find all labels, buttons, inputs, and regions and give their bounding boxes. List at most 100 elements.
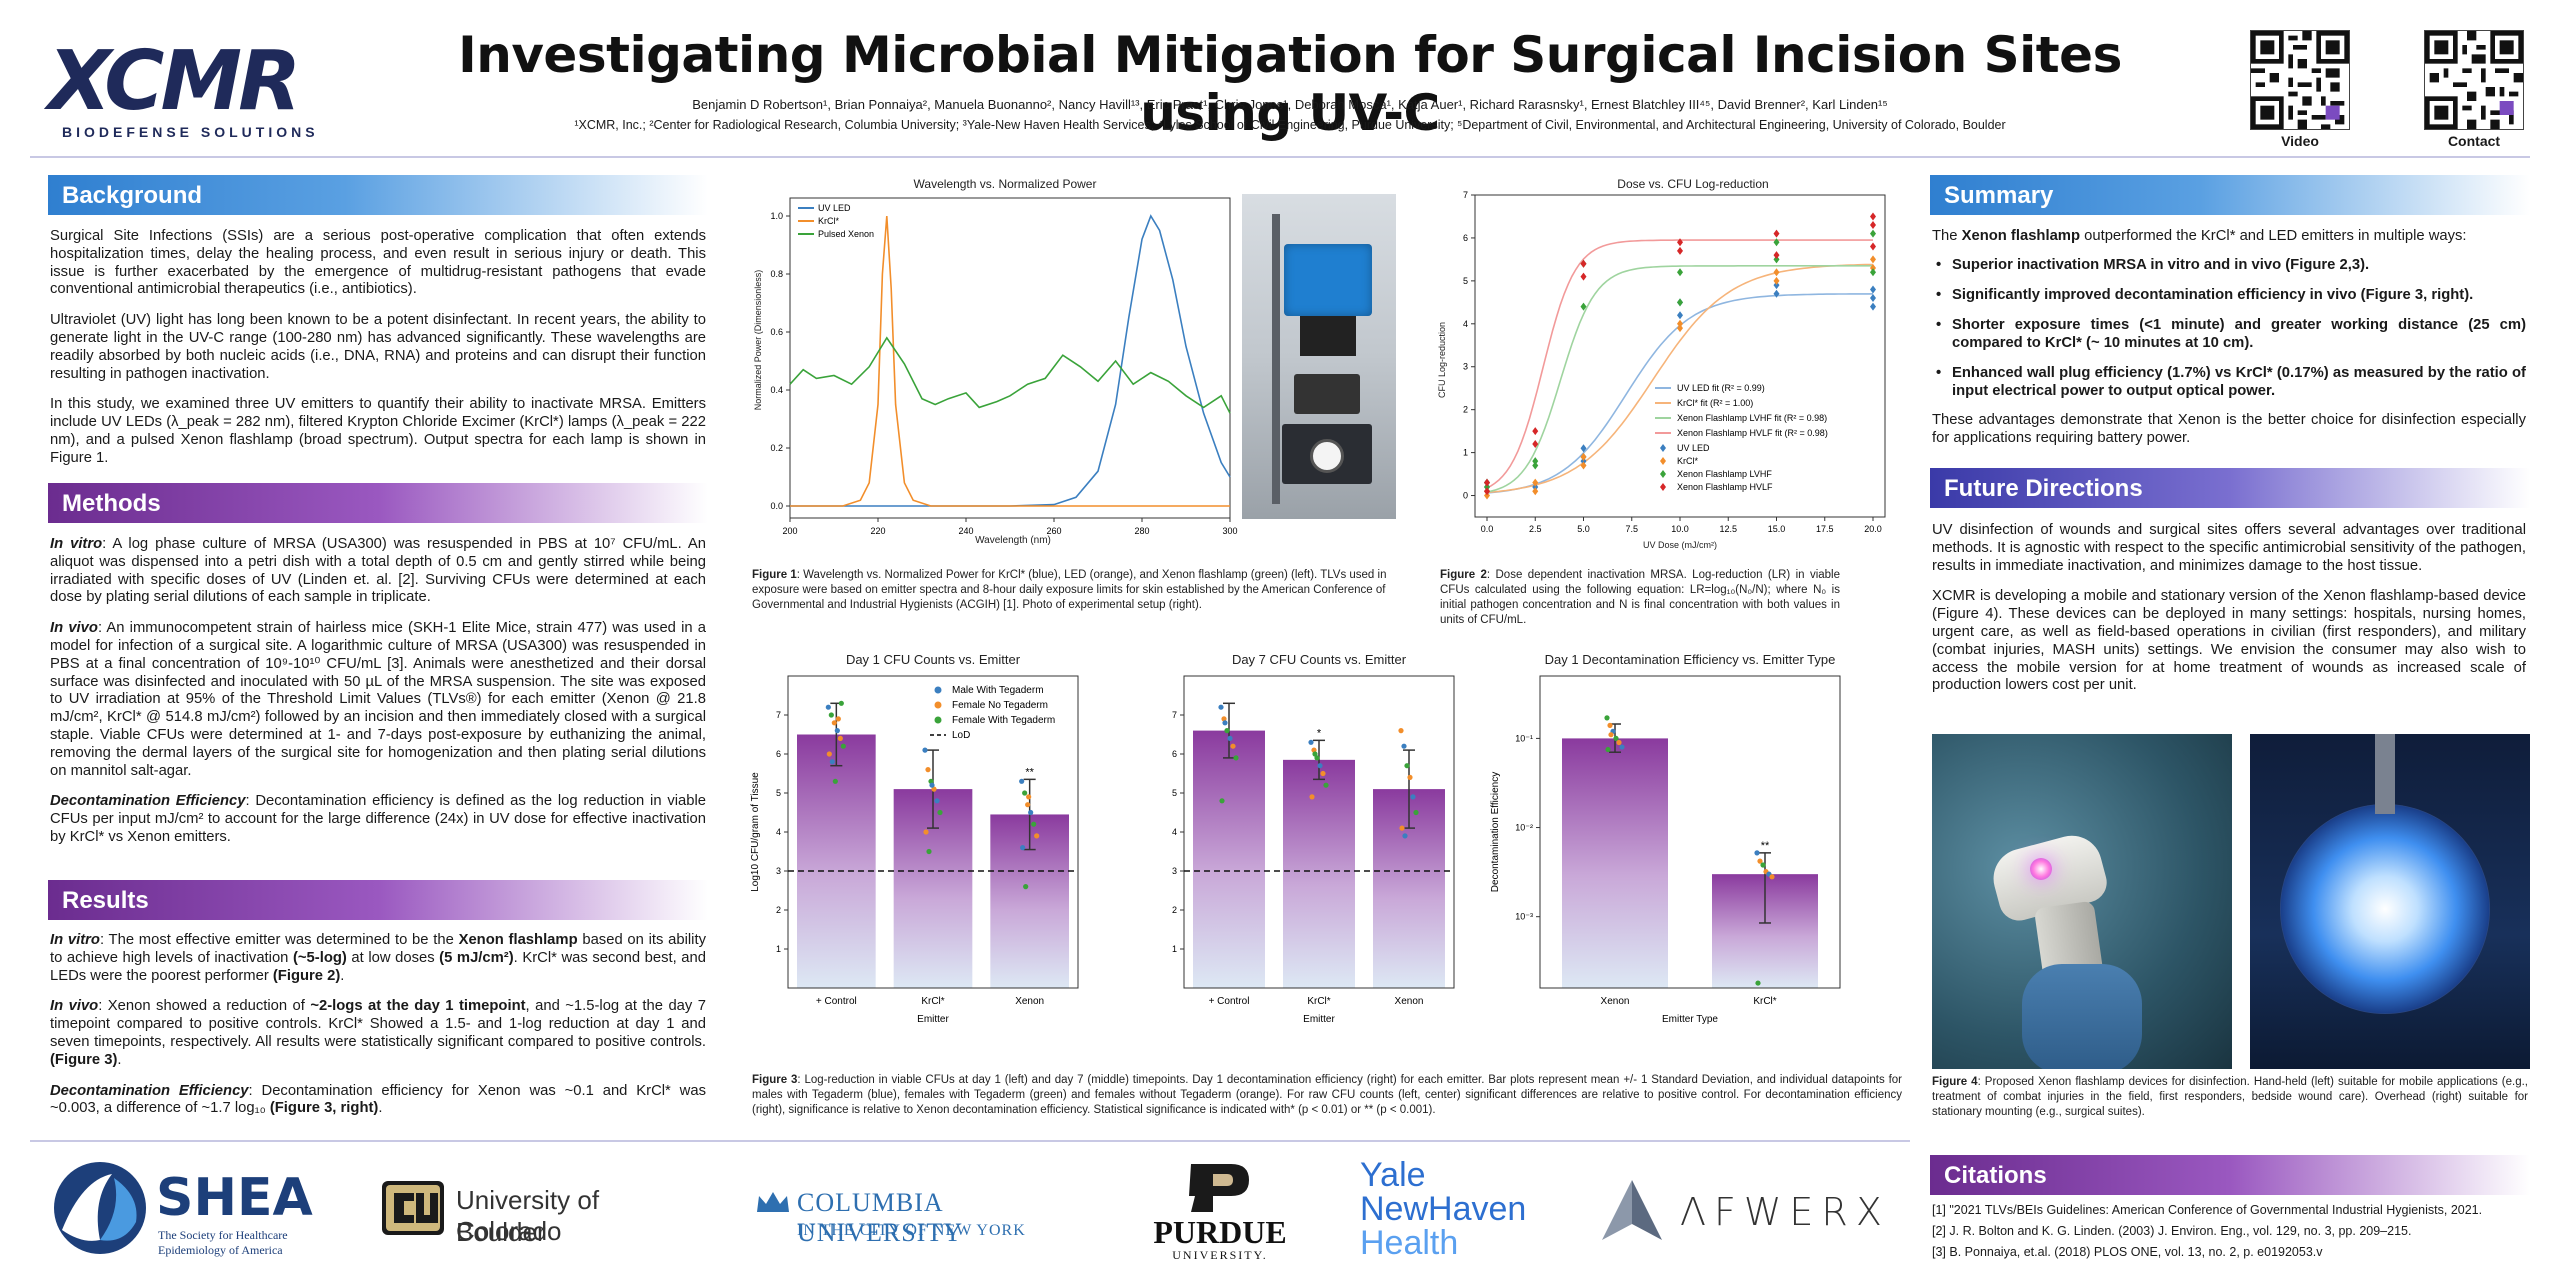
qr-contact-icon — [2425, 31, 2523, 129]
fig3-data-point — [840, 743, 846, 749]
future-p2: XCMR is developing a mobile and stationa… — [1932, 588, 2526, 694]
fig3c-data-point — [1608, 732, 1614, 738]
fig3-data-point — [1023, 884, 1029, 890]
xcmr-logo-subtitle: BIODEFENSE SOLUTIONS — [62, 124, 319, 140]
fig3-data-point — [835, 716, 841, 722]
results-p2: In vivo: Xenon showed a reduction of ~2-… — [50, 998, 706, 1069]
fig1-legend-label: UV LED — [818, 203, 851, 213]
fig1-ytick-label: 0.4 — [770, 385, 783, 395]
fig2-data-point — [1532, 457, 1539, 466]
summary-intro-a: The — [1932, 228, 1962, 244]
fig1-plot-area: 200 220 240 260 280 300 0.0 0.2 0.4 0.6 0.8 1.0 UV L… — [770, 197, 1238, 536]
fig3-data-point — [937, 809, 943, 816]
fig1-xtick-label: 240 — [958, 526, 973, 536]
shea-wordmark: SHEA — [156, 1168, 313, 1228]
fig3c-ytick-label: 10⁻² — [1515, 823, 1533, 833]
fig3c-data-point — [1613, 735, 1619, 741]
qr-code-contact[interactable] — [2424, 30, 2524, 130]
results-p1-h: (Figure 2) — [272, 967, 341, 984]
citation-1: [1] "2021 TLVs/BEIs Guidelines: American… — [1932, 1203, 2483, 1217]
fig3c-ytick-label: 10⁻¹ — [1515, 733, 1533, 743]
background-p2: Ultraviolet (UV) light has long been kno… — [50, 312, 706, 382]
fig3-ytick-label: 6 — [776, 749, 781, 759]
fig3c-significance-marker: ** — [1761, 840, 1770, 852]
fig3c-data-point — [1607, 722, 1613, 728]
fig1-title: Wavelength vs. Normalized Power — [914, 177, 1097, 191]
figure2-caption: Figure 2: Dose dependent inactivation MR… — [1440, 568, 1840, 628]
purdue-p-icon — [1189, 1164, 1249, 1212]
fig2-data-point — [1870, 221, 1876, 230]
fig2-xtick-label: 7.5 — [1625, 524, 1638, 534]
future-p1: UV disinfection of wounds and surgical s… — [1932, 522, 2526, 574]
figure3-caption: Figure 3: Log-reduction in viable CFUs a… — [752, 1073, 1902, 1118]
summary-intro-b: Xenon flashlamp — [1961, 228, 2081, 244]
fig3-legend-label: LoD — [952, 730, 970, 741]
photo-petri-dish — [1310, 439, 1344, 473]
results-p1-g: . KrCl* was second best, and LEDs were t… — [50, 949, 706, 984]
shea-logo: SHEA The Society for Healthcare Epidemio… — [52, 1160, 313, 1260]
results-p1-a: : The most effective emitter was determi… — [99, 932, 459, 948]
afwerx-logo: ΛFWERX — [1600, 1178, 1900, 1248]
fig3-data-point — [1020, 845, 1026, 851]
fig2-data-point — [1580, 457, 1587, 466]
cu-line-1: University of Colorado — [456, 1185, 600, 1246]
gloved-hand — [2022, 964, 2142, 1069]
methods-p1-lead: In vitro — [50, 536, 103, 552]
columbia-line-2: IN THE CITY OF NEW YORK — [797, 1222, 1026, 1239]
fig3-ytick-label: 1 — [1172, 944, 1177, 954]
fig2-data-point — [1870, 255, 1876, 264]
fig3-data-point — [1312, 751, 1318, 757]
handheld-uv-glow — [2030, 858, 2052, 880]
fig3c-frame — [1539, 675, 1841, 989]
results-p2-b: ~2-logs at the day 1 timepoint — [310, 998, 526, 1015]
fig2-legend-fit-label: UV LED fit (R² = 0.99) — [1677, 383, 1765, 393]
figure1-caption-text: : Wavelength vs. Normalized Power for Kr… — [752, 569, 1387, 611]
fig2-data-point — [1773, 255, 1780, 264]
photo-lamp-housing — [1284, 244, 1372, 316]
fig3-data-point — [1398, 728, 1404, 734]
fig2-data-point — [1532, 427, 1539, 436]
fig3c-ytick-label: 10⁻³ — [1515, 912, 1533, 922]
results-p2-c: , and ~1.5-log at the day 7 timepoint co… — [50, 998, 706, 1050]
fig2-data-point — [1870, 242, 1876, 251]
fig3-data-point — [1402, 833, 1408, 839]
fig1-ytick-label: 0.2 — [770, 443, 783, 453]
methods-p3-lead: Decontamination Efficiency — [50, 793, 246, 810]
purdue-wordmark: PURDUE — [1153, 1214, 1287, 1250]
results-p2-e: . — [117, 1051, 122, 1068]
fig3c-xtick-label: Xenon — [1601, 996, 1630, 1007]
fig2-data-point — [1773, 276, 1780, 285]
figure4-caption-text: : Proposed Xenon flashlamp devices for d… — [1932, 1076, 2529, 1118]
fig3-ytick-label: 3 — [1172, 866, 1177, 876]
fig3-data-point — [1314, 755, 1320, 761]
methods-p1: In vitro: A log phase culture of MRSA (U… — [50, 536, 706, 607]
fig3-significance-marker: ** — [1025, 766, 1034, 778]
fig2-legend-marker — [1660, 444, 1666, 452]
figure1-caption-lead: Figure 1 — [752, 569, 797, 581]
fig3-data-point — [929, 782, 935, 788]
qr-contact-label: Contact — [2447, 133, 2501, 149]
qr-video-label: Video — [2281, 133, 2319, 149]
poster-title: Investigating Microbial Mitigation for S… — [458, 26, 2122, 142]
fig2-legend-series-label: Xenon Flashlamp HVLF — [1677, 482, 1773, 492]
results-p1-b: Xenon flashlamp — [458, 932, 578, 948]
results-p1: In vitro: The most effective emitter was… — [50, 932, 706, 985]
fig2-ytick-label: 4 — [1463, 319, 1468, 329]
fig3-data-point — [828, 712, 834, 718]
summary-intro: The Xenon flashlamp outperformed the KrC… — [1932, 228, 2526, 246]
fig3-data-point — [1222, 720, 1228, 726]
fig3c-title: Day 1 Decontamination Efficiency vs. Emi… — [1545, 652, 1836, 667]
fig3-data-point — [934, 798, 940, 804]
fig3-data-point — [1026, 794, 1032, 800]
shea-globe-icon — [54, 1162, 146, 1254]
fig3-data-point — [832, 778, 838, 784]
purdue-subtitle: UNIVERSITY. — [1172, 1248, 1268, 1262]
qr-code-video[interactable] — [2250, 30, 2350, 130]
fig1-xtick-label: 280 — [1134, 526, 1149, 536]
fig3-data-point — [1233, 755, 1239, 761]
fig2-xtick-label: 12.5 — [1719, 524, 1737, 534]
fig3c-data-point — [1619, 744, 1625, 750]
fig2-data-point — [1773, 289, 1780, 298]
fig2-fit-curve — [1486, 265, 1873, 493]
afwerx-triangle-icon — [1602, 1180, 1662, 1240]
